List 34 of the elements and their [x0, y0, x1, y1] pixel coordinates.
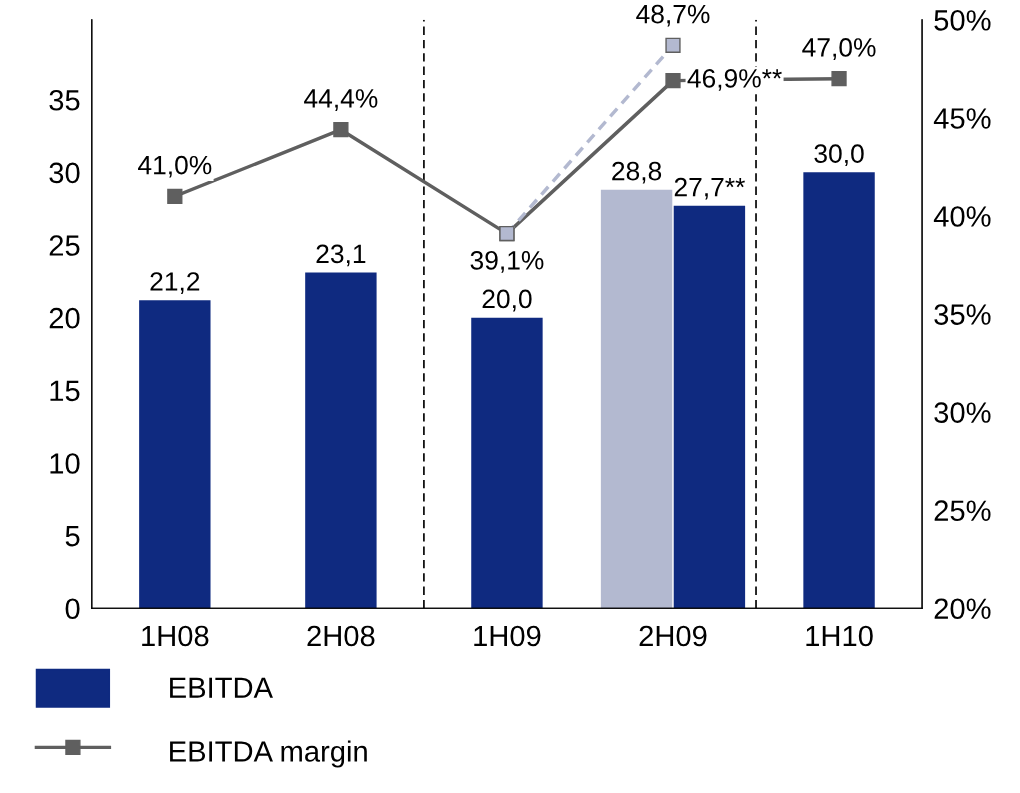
x-tick-label: 2H08 — [307, 625, 375, 647]
y-tick-label: 30 — [49, 162, 80, 184]
y-tick-label: 25 — [49, 235, 80, 256]
data-label: 20,0 — [482, 289, 532, 312]
x-tick-label: 1H10 — [806, 625, 873, 647]
y2-tick-label: 50% — [934, 10, 991, 31]
y2-tick-label: 35% — [934, 304, 991, 325]
data-label: 21,2 — [150, 272, 200, 294]
data-label: 48,7% — [636, 4, 710, 27]
y-tick-label: 35 — [49, 89, 80, 111]
y2-tick-label: 40% — [933, 206, 991, 227]
data-label: 47,0% — [802, 38, 876, 60]
data-label: 28,8 — [612, 161, 662, 184]
data-label: 41,0% — [138, 155, 212, 178]
legend-label: EBITDA margin — [170, 740, 367, 768]
x-tick-label: 1H09 — [474, 625, 541, 647]
y-tick-label: 5 — [65, 526, 80, 547]
data-label: 39,1% — [470, 250, 544, 273]
data-label: 23,1 — [316, 244, 366, 267]
y-tick-label: 20 — [49, 307, 80, 329]
y-tick-label: 0 — [65, 598, 80, 620]
x-tick-label: 1H08 — [142, 625, 209, 647]
y-tick-label: 15 — [50, 380, 80, 402]
data-label: 44,4% — [304, 89, 378, 111]
x-tick-label: 2H09 — [639, 625, 707, 647]
legend-label: EBITDA — [170, 677, 273, 698]
y2-tick-label: 20% — [934, 598, 991, 620]
data-label: 27,7** — [674, 177, 745, 200]
y2-tick-label: 30% — [934, 402, 991, 423]
data-label: 30,0 — [814, 144, 864, 167]
data-label: 46,9%** — [687, 69, 782, 91]
y2-tick-label: 45% — [933, 108, 991, 129]
y2-tick-label: 25% — [934, 500, 991, 522]
y-tick-label: 10 — [50, 453, 80, 474]
